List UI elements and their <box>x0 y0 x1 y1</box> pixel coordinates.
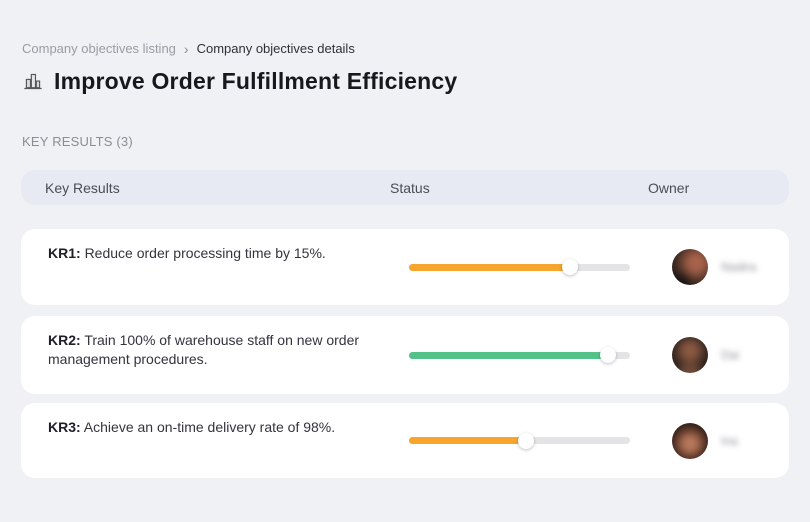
kr3-owner-name: Ina <box>721 433 738 448</box>
kr2-label: KR2: <box>48 332 81 348</box>
kr1-label: KR1: <box>48 245 81 261</box>
table-row-kr3[interactable]: KR3: Achieve an on-time delivery rate of… <box>21 403 789 478</box>
kr1-progress-track <box>409 259 630 275</box>
kr1-owner-avatar <box>672 249 708 285</box>
kr1-status-cell <box>382 229 630 305</box>
key-results-section-label: KEY RESULTS (3) <box>22 134 133 149</box>
kr2-owner-name: Dai <box>721 348 740 362</box>
kr3-progress-fill <box>409 437 527 444</box>
kr2-progress-track <box>409 347 630 363</box>
table-row-kr2[interactable]: KR2: Train 100% of warehouse staff on ne… <box>21 316 789 394</box>
breadcrumb: Company objectives listing › Company obj… <box>22 41 355 56</box>
kr2-owner-cell: Dai <box>630 316 789 394</box>
kr1-text-cell: KR1: Reduce order processing time by 15%… <box>21 229 382 305</box>
kr2-description: Train 100% of warehouse staff on new ord… <box>48 332 360 367</box>
kr3-description: Achieve an on-time delivery rate of 98%. <box>83 419 336 435</box>
column-header-key-results: Key Results <box>45 179 120 196</box>
kr3-text-cell: KR3: Achieve an on-time delivery rate of… <box>21 403 382 478</box>
breadcrumb-link-listing[interactable]: Company objectives listing <box>22 41 176 56</box>
kr2-text-cell: KR2: Train 100% of warehouse staff on ne… <box>21 316 382 394</box>
kr1-progress-fill <box>409 263 571 271</box>
kr3-progress-track <box>409 432 630 449</box>
page-title: Improve Order Fulfillment Efficiency <box>54 68 458 94</box>
kr3-progress-slider-knob[interactable] <box>518 432 535 449</box>
kr3-status-cell <box>382 403 630 478</box>
kr2-owner-avatar <box>672 337 708 373</box>
table-row-kr1[interactable]: KR1: Reduce order processing time by 15%… <box>21 229 789 305</box>
title-row: Improve Order Fulfillment Efficiency <box>23 68 457 95</box>
chevron-right-icon: › <box>183 40 189 57</box>
kr3-owner-cell: Ina <box>630 403 789 478</box>
kr1-progress-slider-knob[interactable] <box>562 259 579 275</box>
kr2-progress-slider-knob[interactable] <box>599 347 616 363</box>
buildings-icon <box>23 72 43 91</box>
kr3-label: KR3: <box>48 419 81 435</box>
column-header-owner: Owner <box>648 179 690 196</box>
breadcrumb-current: Company objectives details <box>196 41 355 56</box>
kr2-progress-fill <box>409 351 608 359</box>
kr1-description: Reduce order processing time by 15%. <box>84 245 326 261</box>
kr3-owner-avatar <box>672 423 708 459</box>
kr1-owner-name: Nadira <box>721 260 757 274</box>
table-header: Key Results Status Owner <box>21 170 789 205</box>
kr2-status-cell <box>382 316 630 394</box>
column-header-status: Status <box>390 179 430 196</box>
kr1-owner-cell: Nadira <box>630 229 789 305</box>
